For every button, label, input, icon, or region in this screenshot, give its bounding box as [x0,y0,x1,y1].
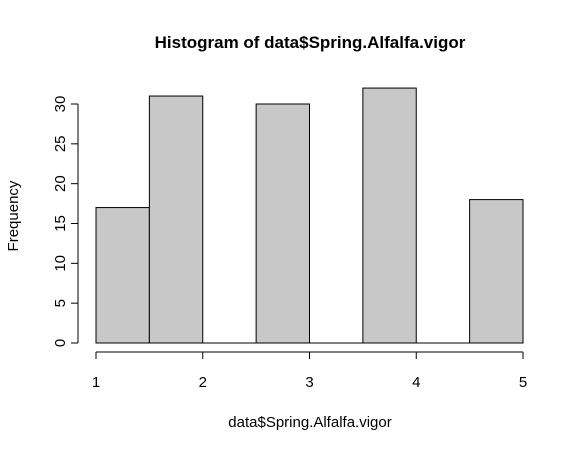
y-tick-label-10: 10 [52,255,69,272]
y-tick-label-0: 0 [52,339,69,347]
y-tick-label-20: 20 [52,175,69,192]
histogram-bar-5 [362,87,417,344]
y-axis: 0 5 10 15 20 25 30 [52,96,79,347]
x-axis: 1 2 3 4 5 [92,351,527,391]
x-tick-label-3: 3 [305,374,313,391]
y-tick-label-30: 30 [52,96,69,113]
y-axis-label: Frequency [5,180,22,251]
y-tick-label-15: 15 [52,215,69,232]
bars-layer [95,87,524,344]
histogram-bar-3 [255,103,310,344]
histogram-bar-7 [469,199,524,344]
x-tick-label-5: 5 [519,374,527,391]
x-tick-label-4: 4 [412,374,420,391]
x-axis-label: data$Spring.Alfalfa.vigor [228,414,391,431]
histogram-bar-0 [95,207,150,344]
x-tick-label-2: 2 [199,374,207,391]
chart-title: Histogram of data$Spring.Alfalfa.vigor [155,33,466,52]
x-tick-label-1: 1 [92,374,100,391]
histogram-bar-1 [148,95,204,344]
y-tick-label-25: 25 [52,135,69,152]
y-tick-label-5: 5 [52,299,69,307]
